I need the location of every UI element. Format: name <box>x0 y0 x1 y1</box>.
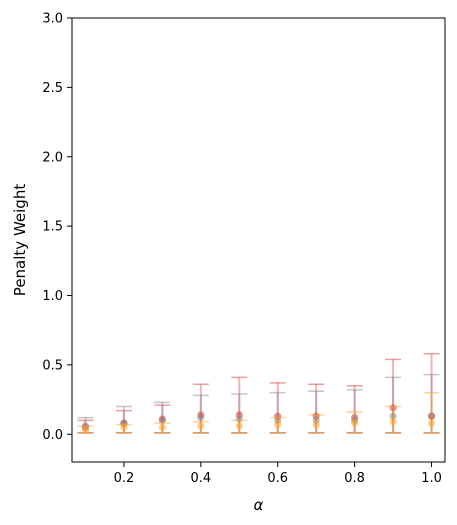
data-point <box>235 422 243 430</box>
data-point <box>389 412 397 420</box>
data-point <box>158 423 166 431</box>
y-tick-label: 1.5 <box>42 220 63 235</box>
x-tick-label: 0.2 <box>114 471 135 486</box>
data-point <box>274 420 282 429</box>
data-point <box>120 423 128 431</box>
data-point <box>197 422 205 430</box>
x-tick-label: 0.6 <box>267 471 288 486</box>
x-tick-label: 0.4 <box>190 471 211 486</box>
data-point <box>389 404 397 412</box>
y-tick-label: 2.5 <box>42 81 63 96</box>
data-point <box>351 419 359 427</box>
y-tick-label: 2.0 <box>42 150 63 165</box>
chart-marks <box>77 353 440 434</box>
y-tick-label: 0.5 <box>42 358 63 373</box>
data-point <box>389 418 397 426</box>
data-point <box>235 415 243 423</box>
y-axis-label: Penalty Weight <box>11 184 29 297</box>
y-axis: 0.0 0.5 1.0 1.5 2.0 2.5 3.0 <box>42 12 72 443</box>
x-axis-label: α <box>254 496 264 514</box>
data-point <box>427 412 436 420</box>
data-point <box>158 416 166 424</box>
y-tick-label: 1.0 <box>42 289 63 304</box>
y-tick-label: 3.0 <box>42 12 63 27</box>
plot-frame <box>71 17 446 463</box>
x-tick-label: 0.8 <box>344 471 365 486</box>
data-point <box>427 419 436 427</box>
series-2 <box>77 391 440 434</box>
y-tick-label: 0.0 <box>42 428 63 443</box>
data-point <box>197 414 205 422</box>
data-point <box>81 426 90 434</box>
data-point <box>312 420 320 429</box>
x-tick-label: 1.0 <box>421 471 442 486</box>
x-axis: 0.2 0.4 0.6 0.8 1.0 <box>114 462 442 486</box>
